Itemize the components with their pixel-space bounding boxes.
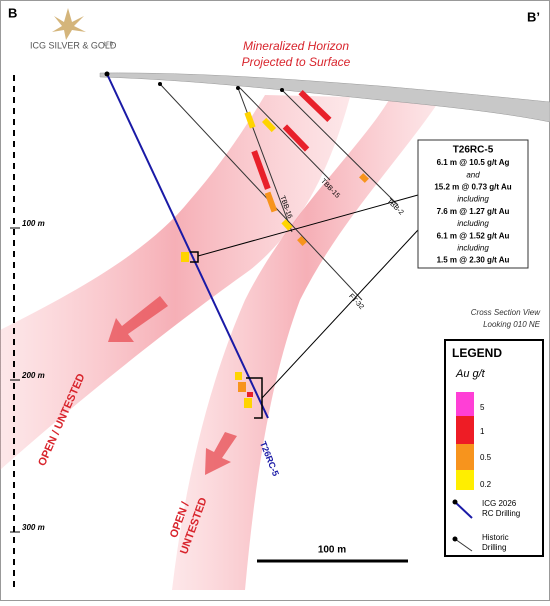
callout-line: including (457, 219, 489, 228)
legend-title: LEGEND (452, 346, 502, 360)
legend-unit: Au g/t (455, 368, 486, 380)
arrow (108, 296, 168, 342)
assay-interval (181, 252, 189, 262)
logo-suffix: LTD. (104, 41, 114, 47)
section-label: B’ (527, 9, 540, 24)
legend-grade: 5 (480, 403, 485, 412)
view-note: Looking 010 NE (483, 320, 541, 329)
legend-grade: 0.2 (480, 480, 492, 489)
zone (0, 95, 350, 470)
logo-text: ICG SILVER & GOLD (30, 40, 117, 50)
depth-label: 200 m (21, 371, 45, 380)
legend-item: RC Drilling (482, 509, 520, 518)
callout-line: including (457, 195, 489, 204)
legend-item: Drilling (482, 543, 506, 552)
icg-hole (106, 73, 269, 419)
callout (417, 139, 529, 269)
leader (261, 229, 419, 399)
callout-line: 1.5 m @ 2.30 g/t Au (437, 256, 510, 265)
depth-label: 300 m (22, 523, 45, 532)
callout-line: 7.6 m @ 1.27 g/t Au (437, 207, 510, 216)
callout-line: 6.1 m @ 1.52 g/t Au (437, 231, 510, 240)
callout-line: and (466, 170, 480, 179)
callout-line: 15.2 m @ 0.73 g/t Au (434, 183, 511, 192)
annotation: Projected to Surface (242, 55, 351, 69)
leader (197, 194, 419, 257)
historic-holes (159, 83, 399, 301)
callout-title: T26RC-5 (453, 145, 494, 156)
legend-grade: 0.5 (480, 453, 492, 462)
zone (172, 95, 442, 590)
legend-item: ICG 2026 (482, 499, 517, 508)
callout-line: 6.1 m @ 10.5 g/t Ag (437, 158, 510, 167)
legend-grade: 1 (480, 427, 485, 436)
depth-label: 100 m (22, 219, 45, 228)
legend-item: Historic (482, 533, 509, 542)
logo (52, 8, 86, 40)
surface (99, 72, 550, 123)
annotation: Mineralized Horizon (243, 39, 349, 53)
callout-line: including (457, 244, 489, 253)
section-label: B (8, 5, 17, 20)
assay-intervals (244, 89, 369, 246)
arrow (205, 432, 237, 475)
scale-label: 100 m (318, 545, 346, 556)
view-note: Cross Section View (471, 308, 541, 317)
